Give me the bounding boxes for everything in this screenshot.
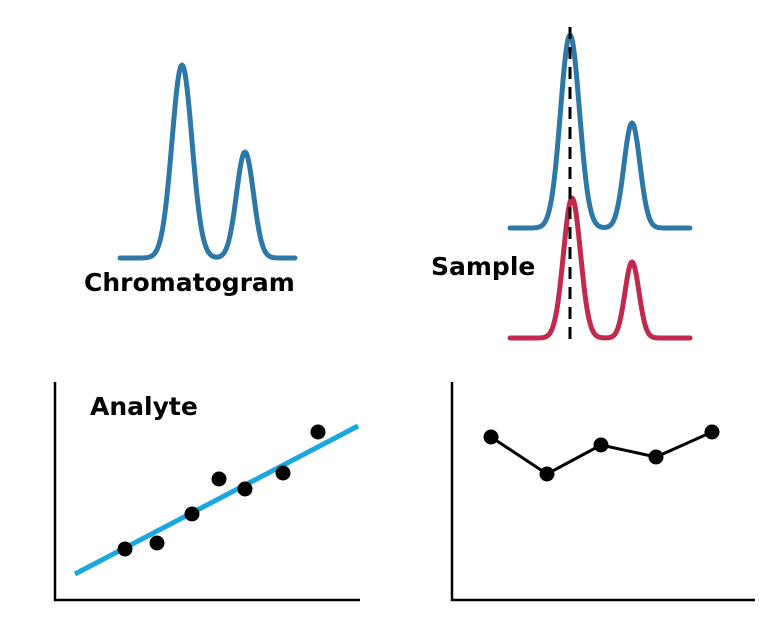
chromatogram-peaks: [117, 32, 693, 341]
point: [211, 471, 227, 487]
sample-label: Sample: [431, 252, 535, 281]
point: [237, 481, 253, 497]
calibration-axes: [53, 382, 360, 602]
point: [483, 429, 499, 445]
calibration-points: [117, 424, 326, 557]
point: [593, 437, 609, 453]
point: [310, 424, 326, 440]
reference-trace: [507, 32, 693, 231]
point: [275, 465, 291, 481]
point: [539, 466, 555, 482]
sample-trace: [507, 195, 693, 341]
point: [648, 449, 664, 465]
point: [117, 541, 133, 557]
analyte-label: Analyte: [90, 392, 198, 421]
point: [184, 506, 200, 522]
point: [704, 424, 720, 440]
fit-line: [73, 423, 360, 577]
control-axes: [450, 382, 755, 602]
chromatogram-label: Chromatogram: [84, 268, 295, 297]
control-points: [483, 424, 720, 482]
point: [149, 535, 165, 551]
standard-trace: [117, 62, 298, 261]
